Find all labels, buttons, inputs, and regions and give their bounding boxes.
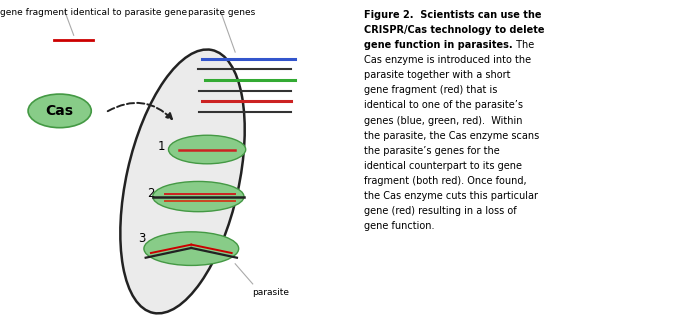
- Text: CRISPR/Cas technology to delete: CRISPR/Cas technology to delete: [364, 25, 545, 35]
- Text: 1: 1: [158, 140, 165, 153]
- Text: the parasite, the Cas enzyme scans: the parasite, the Cas enzyme scans: [364, 131, 539, 141]
- Text: Cas: Cas: [46, 104, 74, 118]
- Ellipse shape: [120, 49, 245, 313]
- Text: 2: 2: [147, 187, 155, 200]
- Text: gene (red) resulting in a loss of: gene (red) resulting in a loss of: [364, 206, 516, 216]
- Text: identical to one of the parasite’s: identical to one of the parasite’s: [364, 100, 523, 111]
- Text: identical counterpart to its gene: identical counterpart to its gene: [364, 161, 522, 171]
- Ellipse shape: [144, 232, 239, 265]
- Text: genes (blue, green, red).  Within: genes (blue, green, red). Within: [364, 116, 522, 126]
- Text: the Cas enzyme cuts this particular: the Cas enzyme cuts this particular: [364, 191, 538, 201]
- Text: fragment (both red). Once found,: fragment (both red). Once found,: [364, 176, 526, 186]
- Text: Figure 2.  Scientists can use the: Figure 2. Scientists can use the: [364, 10, 541, 20]
- Ellipse shape: [28, 94, 91, 128]
- Text: parasite genes: parasite genes: [188, 8, 254, 17]
- Text: parasite: parasite: [252, 288, 289, 297]
- Ellipse shape: [153, 181, 244, 212]
- Text: the parasite’s genes for the: the parasite’s genes for the: [364, 146, 500, 156]
- Text: gene fragment (red) that is: gene fragment (red) that is: [364, 85, 497, 95]
- Text: gene function.: gene function.: [364, 221, 435, 231]
- Ellipse shape: [169, 135, 246, 164]
- Text: gene fragment identical to parasite gene: gene fragment identical to parasite gene: [0, 8, 187, 17]
- Text: The: The: [512, 40, 534, 50]
- Text: parasite together with a short: parasite together with a short: [364, 70, 510, 80]
- Text: gene function in parasites.: gene function in parasites.: [364, 40, 512, 50]
- Text: Cas enzyme is introduced into the: Cas enzyme is introduced into the: [364, 55, 531, 65]
- Text: 3: 3: [138, 232, 146, 245]
